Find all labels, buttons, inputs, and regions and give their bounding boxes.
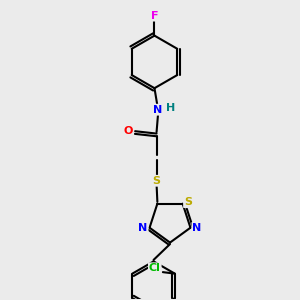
Text: N: N: [138, 223, 148, 233]
Text: S: S: [184, 197, 192, 207]
Text: F: F: [151, 11, 158, 21]
Text: O: O: [124, 126, 133, 136]
Text: Cl: Cl: [149, 263, 161, 273]
Text: H: H: [166, 103, 175, 113]
Text: S: S: [153, 176, 160, 186]
Text: N: N: [153, 105, 163, 115]
Text: N: N: [192, 223, 202, 233]
